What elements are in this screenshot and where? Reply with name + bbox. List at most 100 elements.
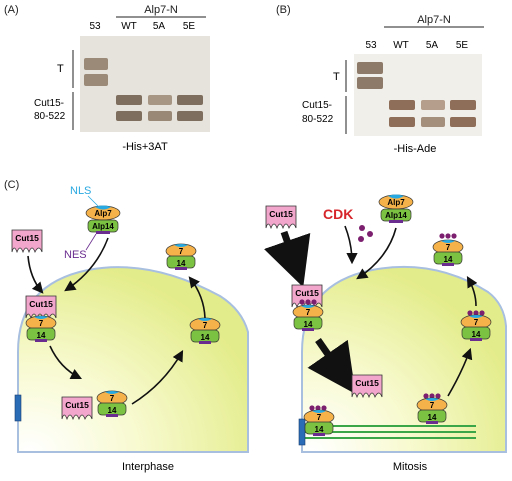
panel-a-header: Alp7-N [144,4,178,16]
svg-text:Alp7: Alp7 [387,198,405,207]
svg-text:14: 14 [428,413,437,422]
arrow-to-export [131,350,184,405]
nls-patch [95,205,111,210]
panel-a-spot-wt-2 [116,111,142,121]
panel-a-spot-53-t1 [84,58,108,70]
nes-label: NES [64,249,87,261]
mitosis-arrow-export-2 [466,276,478,307]
svg-text:14: 14 [177,259,186,268]
panel-b-spot-5a-2 [421,117,445,127]
panel-a-lane-53: 53 [89,21,101,32]
interphase-cut15-free: Cut15 [11,229,43,253]
nes-patch [96,231,110,234]
panel-a-spot-wt-1 [116,95,142,105]
arrow-complex-to-nucleus [49,345,83,380]
svg-text:7: 7 [110,394,115,403]
panel-a-row-cut15-line1: Cut15- [34,98,64,109]
mitosis-thick-arrow-2 [307,338,356,395]
cdk-phospho-3 [358,236,364,242]
panel-b-lane-5a: 5A [426,40,439,51]
panel-b-row-cut15-line1: Cut15- [302,100,332,111]
panel-b-spot-53-t1 [357,62,383,74]
panel-b-spot-5a-1 [421,100,445,110]
panel-a-condition: -His+3AT [122,141,168,153]
panel-b-row-cut15-line2: 80-522 [302,114,334,125]
svg-text:7: 7 [430,401,435,410]
interphase-complex-nuclear: 7 14 [96,390,128,418]
mitosis-diagram: Cut15 CDK Alp7 Alp14 Cut15 7 [263,194,507,473]
panel-b-lane-53: 53 [365,40,377,51]
panel-b-lane-wt: WT [393,40,409,51]
svg-text:14: 14 [315,425,324,434]
panel-a-spot-5e-1 [177,95,203,105]
panel-b-spot-5e-1 [450,100,476,110]
panel-b-condition: -His-Ade [394,143,437,155]
alp7-label: Alp7 [94,209,112,218]
cdk-label: CDK [323,206,353,222]
panel-a-lane-5a: 5A [153,21,166,32]
mitosis-thick-arrow-1 [263,230,311,288]
mitosis-arrow-alp [356,227,397,280]
panel-a-spot-5a-2 [148,111,172,121]
panel-a-row-cut15-line2: 80-522 [34,111,66,122]
mitosis-alp7-alp14: Alp7 Alp14 [378,194,414,223]
svg-text:7: 7 [317,413,322,422]
mitosis-cut15-complex: Cut15 [291,284,323,308]
panel-a-spot-5e-2 [177,111,203,121]
mitosis-complex-cytoplasm: 7 14 [432,239,464,267]
svg-text:Cut15: Cut15 [355,378,379,388]
svg-text:Alp14: Alp14 [385,211,407,220]
svg-text:7: 7 [446,243,451,252]
panel-a-spot-53-t2 [84,74,108,86]
panel-b-lane-5e: 5E [456,40,469,51]
complex-7-label: 7 [39,319,44,328]
mitosis-cut15-free: Cut15 [265,205,297,229]
mitosis-complex-spindle: 7 14 [416,397,448,425]
interphase-cut15-complex: Cut15 [25,295,57,319]
mitosis-label: Mitosis [393,461,428,473]
svg-text:14: 14 [472,330,481,339]
panel-b-header: Alp7-N [417,14,451,26]
interphase-label: Interphase [122,461,174,473]
svg-text:14: 14 [304,320,313,329]
arrow-cut15-to-complex [27,255,44,294]
mitosis-cut15-released: Cut15 [351,374,383,398]
panel-b-spot-wt-2 [389,117,415,127]
cdk-phospho-2 [367,231,373,237]
interphase-nucleus [17,266,249,453]
arrow-alp-to-complex [64,237,109,292]
panel-a-label: (A) [4,4,19,16]
interphase-cut15-released: Cut15 [61,396,93,420]
panel-a-row-t: T [57,63,64,75]
svg-text:14: 14 [201,333,210,342]
panel-a-lane-wt: WT [121,21,137,32]
mitosis-complex-spb: 7 14 [303,409,335,437]
panel-b-spot-53-t2 [357,77,383,89]
mitosis-complex-exiting: 7 14 [460,314,492,342]
svg-text:Cut15: Cut15 [29,299,53,309]
panel-a-spot-5a-1 [148,95,172,105]
svg-text:Cut15: Cut15 [65,400,89,410]
svg-text:Cut15: Cut15 [295,288,319,298]
panel-a-lane-5e: 5E [183,21,196,32]
panel-b-spot-5e-2 [450,117,476,127]
mitosis-arrow-cdk [344,225,358,265]
svg-text:Cut15: Cut15 [15,233,39,243]
svg-text:7: 7 [306,308,311,317]
alp14-label: Alp14 [92,222,114,231]
panel-c-label: (C) [4,179,19,191]
panel-b-label: (B) [276,4,291,16]
interphase-alp7-alp14: Alp7 Alp14 NLS NES [64,185,121,261]
interphase-spb [14,394,22,422]
svg-text:7: 7 [474,318,479,327]
nls-label: NLS [70,185,91,197]
arrow-export [188,276,206,319]
panel-b-row-t: T [333,71,340,83]
complex-14-label: 14 [37,331,46,340]
interphase-complex-cytoplasm: 7 14 [165,243,197,271]
mitosis-spb [298,418,306,446]
svg-text:14: 14 [108,406,117,415]
cdk-phospho-1 [359,225,365,231]
mitosis-arrow-export-1 [447,347,473,397]
